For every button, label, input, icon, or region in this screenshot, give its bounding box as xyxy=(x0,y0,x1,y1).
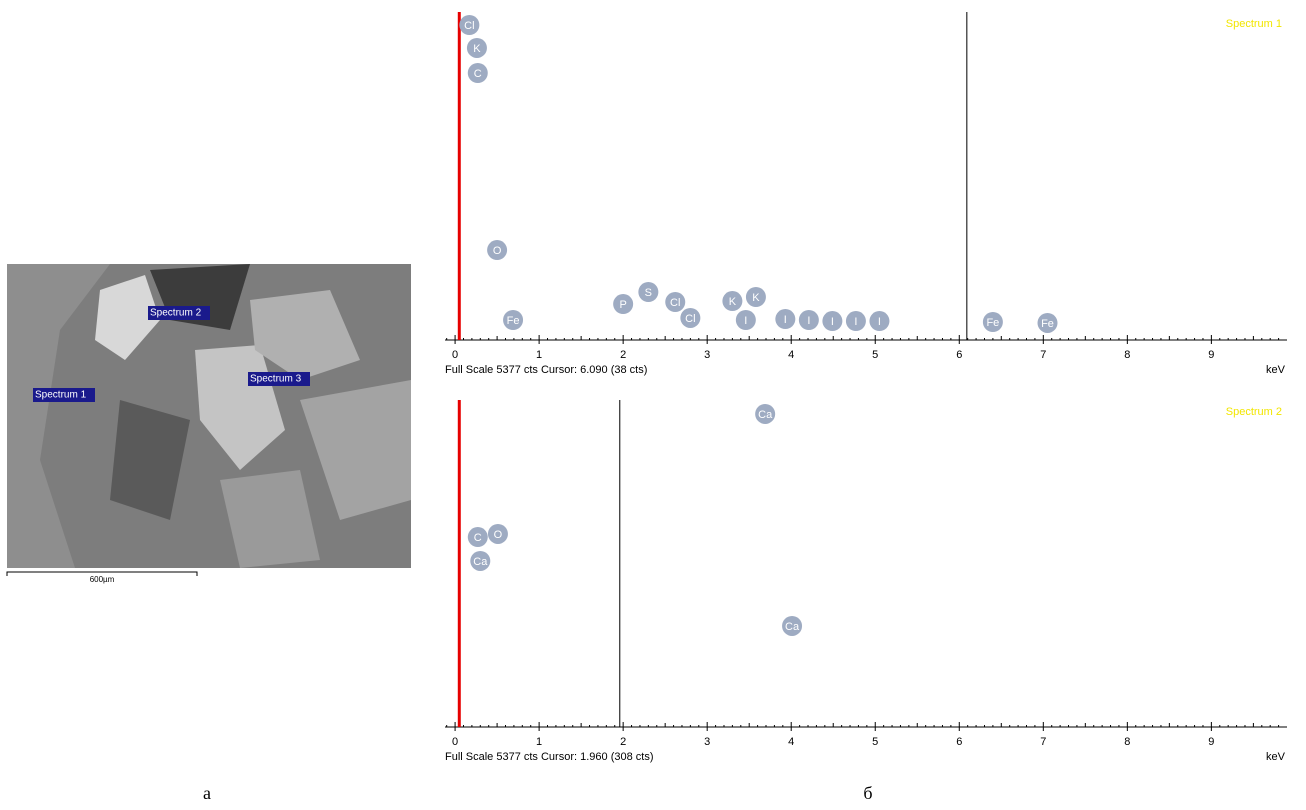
peak-marker xyxy=(466,37,487,58)
x-tick-label: 7 xyxy=(1040,736,1046,748)
peak-marker xyxy=(869,311,890,332)
image-region xyxy=(110,400,190,520)
peak-label: Cl xyxy=(685,313,695,325)
peak-label: C xyxy=(474,532,482,544)
peak-label: I xyxy=(878,316,881,328)
x-tick-label: 4 xyxy=(788,736,794,748)
x-tick-label: 9 xyxy=(1208,349,1214,361)
peak-marker xyxy=(782,615,803,636)
peak-marker xyxy=(467,527,488,548)
image-region xyxy=(250,290,360,380)
scale-bar-label: 600µm xyxy=(90,575,115,584)
peak-label: I xyxy=(854,316,857,328)
spectrum-title: Spectrum 1 xyxy=(1226,18,1282,30)
peak-label: C xyxy=(474,68,482,80)
spectrum-title: Spectrum 2 xyxy=(1226,406,1282,418)
peak-marker xyxy=(638,281,659,302)
sem-image: Spectrum 2 Spectrum 1 Spectrum 3 600µm xyxy=(6,264,411,584)
x-tick-label: 3 xyxy=(704,349,710,361)
peak-label: I xyxy=(744,315,747,327)
peak-label: P xyxy=(619,299,626,311)
caption: б xyxy=(863,783,872,803)
peak-marker xyxy=(459,14,480,35)
peak-marker xyxy=(982,312,1003,333)
peak-marker xyxy=(467,63,488,84)
x-tick-label: 7 xyxy=(1040,349,1046,361)
peak-marker xyxy=(487,523,508,544)
peak-marker xyxy=(665,291,686,312)
peak-label: K xyxy=(752,292,760,304)
peak-label: K xyxy=(729,296,737,308)
peak-label: O xyxy=(494,529,503,541)
peak-label: I xyxy=(831,316,834,328)
peak-marker xyxy=(1037,312,1058,333)
peak-label: Cl xyxy=(670,297,680,309)
peak-label: O xyxy=(493,245,502,257)
spectrum-label: Spectrum 1 xyxy=(35,390,87,401)
caption: а xyxy=(203,783,211,803)
x-tick-label: 0 xyxy=(452,349,458,361)
footer: Full Scale 5377 cts Cursor: 6.090 (38 ct… xyxy=(445,364,647,376)
peak-label: Fe xyxy=(507,315,520,327)
x-tick-label: 2 xyxy=(620,349,626,361)
peak-label: K xyxy=(473,43,481,55)
peak-label: Ca xyxy=(785,621,800,633)
peak-marker xyxy=(680,307,701,328)
x-tick-label: 6 xyxy=(956,736,962,748)
x-tick-label: 8 xyxy=(1124,736,1130,748)
x-tick-label: 5 xyxy=(872,736,878,748)
peak-label: Fe xyxy=(1041,318,1054,330)
peak-label: I xyxy=(784,314,787,326)
x-tick-label: 3 xyxy=(704,736,710,748)
spectrum-box xyxy=(148,306,210,320)
peak-label: S xyxy=(645,287,652,299)
x-tick-label: 1 xyxy=(536,349,542,361)
peak-label: Ca xyxy=(473,556,488,568)
x-tick-label: 8 xyxy=(1124,349,1130,361)
x-tick-label: 0 xyxy=(452,736,458,748)
peak-marker xyxy=(775,309,796,330)
image-region xyxy=(220,470,320,568)
spectrum-label: Spectrum 3 xyxy=(250,374,302,385)
peak-label: Ca xyxy=(758,409,773,421)
peak-label: I xyxy=(807,315,810,327)
spectrum-box xyxy=(33,388,95,402)
peak-marker xyxy=(503,309,524,330)
peak-marker xyxy=(470,550,491,571)
image-region xyxy=(95,275,160,360)
image-region xyxy=(7,264,110,568)
peak-marker xyxy=(798,309,819,330)
x-axis-label: keV xyxy=(1266,364,1286,376)
x-axis-label: keV xyxy=(1266,751,1286,763)
x-tick-label: 1 xyxy=(536,736,542,748)
x-tick-label: 6 xyxy=(956,349,962,361)
peak-marker xyxy=(845,311,866,332)
footer: Full Scale 5377 cts Cursor: 1.960 (308 c… xyxy=(445,751,653,763)
peak-marker xyxy=(755,403,776,424)
peak-marker xyxy=(745,286,766,307)
peak-label: Cl xyxy=(464,20,474,32)
scale-bar xyxy=(6,571,198,576)
peak-marker xyxy=(822,311,843,332)
peak-marker xyxy=(735,309,756,330)
peak-marker xyxy=(722,291,743,312)
x-tick-label: 4 xyxy=(788,349,794,361)
x-tick-label: 2 xyxy=(620,736,626,748)
image-region xyxy=(300,380,411,520)
spectrum-label: Spectrum 2 xyxy=(150,308,202,319)
x-tick-label: 9 xyxy=(1208,736,1214,748)
peak-label: Fe xyxy=(986,317,999,329)
x-tick-label: 5 xyxy=(872,349,878,361)
spectrum-box xyxy=(248,372,310,386)
peak-marker xyxy=(613,294,634,315)
peak-marker xyxy=(487,240,508,261)
